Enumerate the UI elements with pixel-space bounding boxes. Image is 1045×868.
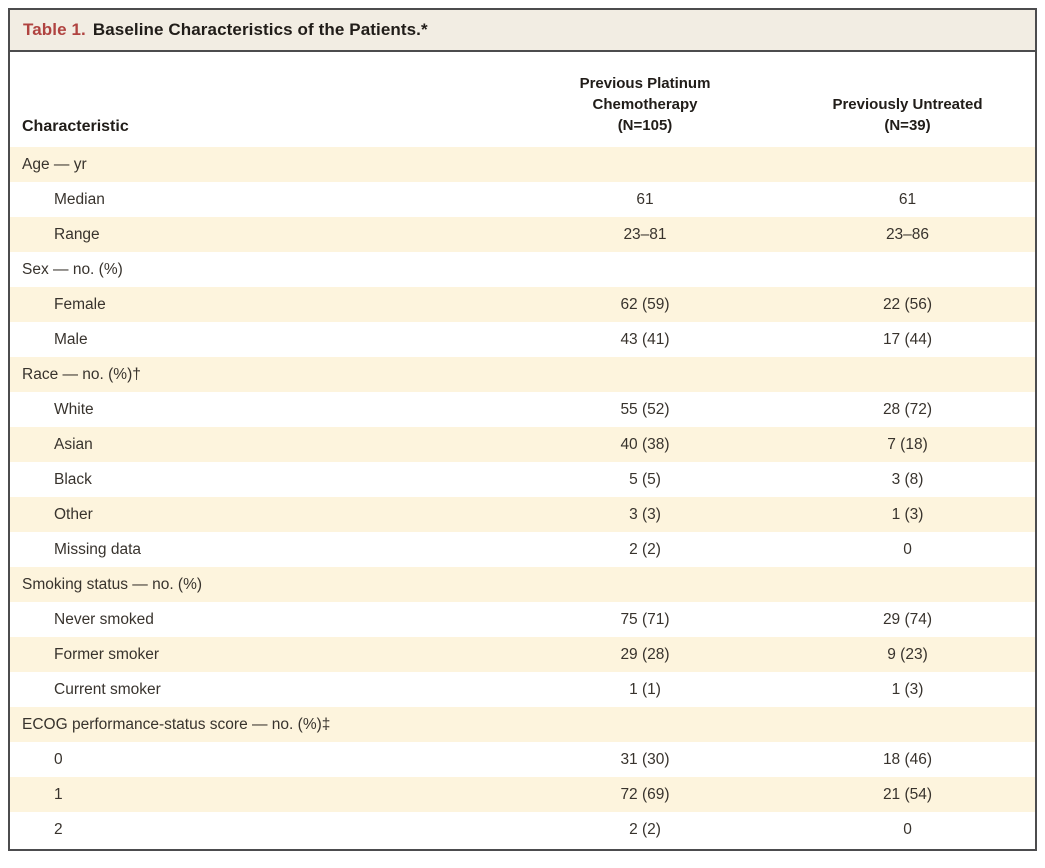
table-title: Baseline Characteristics of the Patients… — [92, 20, 428, 39]
row-label: White — [54, 401, 94, 418]
row-label: Sex — no. (%) — [22, 261, 123, 278]
column-header-previous-platinum: Previous Platinum Chemotherapy (N=105) — [510, 73, 780, 136]
value-previously-untreated — [780, 357, 1035, 392]
value-previous-platinum: 72 (69) — [620, 786, 670, 803]
value-previous-platinum — [510, 567, 780, 602]
value-previously-untreated: 1 (3) — [891, 681, 924, 698]
column-header-line: (N=39) — [884, 117, 931, 134]
value-previous-platinum: 55 (52) — [620, 401, 670, 418]
column-header-line: Previous Platinum — [579, 75, 711, 92]
table-row: Race — no. (%)† — [10, 357, 1035, 392]
table-row: Female 62 (59) 22 (56) — [10, 287, 1035, 322]
value-previously-untreated: 7 (18) — [887, 436, 928, 453]
row-label: Male — [54, 331, 88, 348]
table-row: 0 31 (30) 18 (46) — [10, 742, 1035, 777]
value-previous-platinum: 29 (28) — [620, 646, 670, 663]
table-row: Missing data 2 (2) 0 — [10, 532, 1035, 567]
row-label: Missing data — [54, 541, 142, 558]
table-title-bar: Table 1. Baseline Characteristics of the… — [10, 10, 1035, 52]
baseline-characteristics-table: Table 1. Baseline Characteristics of the… — [8, 8, 1037, 851]
value-previous-platinum: 61 — [636, 191, 654, 208]
value-previously-untreated: 28 (72) — [882, 401, 933, 418]
value-previously-untreated: 29 (74) — [882, 611, 933, 628]
value-previously-untreated — [780, 147, 1035, 182]
value-previously-untreated: 0 — [903, 541, 912, 558]
value-previously-untreated: 23–86 — [885, 226, 930, 243]
table-row: Asian 40 (38) 7 (18) — [10, 427, 1035, 462]
table-row: Range 23–81 23–86 — [10, 217, 1035, 252]
value-previous-platinum: 62 (59) — [620, 296, 670, 313]
row-label: Range — [54, 226, 100, 243]
value-previously-untreated: 22 (56) — [882, 296, 933, 313]
value-previously-untreated: 18 (46) — [882, 751, 933, 768]
table-row: 1 72 (69) 21 (54) — [10, 777, 1035, 812]
column-header-line: Previously Untreated — [832, 96, 983, 113]
value-previously-untreated: 61 — [898, 191, 917, 208]
table-row: Sex — no. (%) — [10, 252, 1035, 287]
table-row: 2 2 (2) 0 — [10, 812, 1035, 847]
table-header-row: Characteristic Previous Platinum Chemoth… — [10, 52, 1035, 147]
table-number: Table 1. — [23, 20, 86, 39]
value-previously-untreated: 21 (54) — [882, 786, 933, 803]
row-label: 2 — [54, 821, 63, 838]
value-previously-untreated: 0 — [903, 821, 912, 838]
value-previous-platinum — [510, 357, 780, 392]
row-label: 1 — [54, 786, 63, 803]
table-row: ECOG performance-status score — no. (%)‡ — [10, 707, 1035, 742]
row-label: Other — [54, 506, 93, 523]
value-previously-untreated: 17 (44) — [882, 331, 933, 348]
value-previously-untreated — [780, 707, 1035, 742]
value-previous-platinum: 75 (71) — [620, 611, 670, 628]
value-previous-platinum: 5 (5) — [629, 471, 661, 488]
table-row: Age — yr — [10, 147, 1035, 182]
table-row: Black 5 (5) 3 (8) — [10, 462, 1035, 497]
value-previous-platinum: 43 (41) — [620, 331, 670, 348]
value-previous-platinum: 31 (30) — [620, 751, 670, 768]
table-row: Current smoker 1 (1) 1 (3) — [10, 672, 1035, 707]
table-row: White 55 (52) 28 (72) — [10, 392, 1035, 427]
value-previously-untreated: 3 (8) — [891, 471, 924, 488]
value-previously-untreated — [780, 252, 1035, 287]
value-previous-platinum: 2 (2) — [629, 821, 661, 838]
row-label: Current smoker — [54, 681, 161, 698]
row-label: 0 — [54, 751, 63, 768]
row-label: Smoking status — no. (%) — [22, 576, 203, 593]
value-previous-platinum: 2 (2) — [629, 541, 661, 558]
value-previous-platinum: 40 (38) — [620, 436, 670, 453]
value-previously-untreated — [780, 567, 1035, 602]
row-label: Race — no. (%)† — [22, 366, 141, 383]
row-label: Asian — [54, 436, 93, 453]
column-header-characteristic: Characteristic — [22, 118, 129, 135]
row-label: Black — [54, 471, 92, 488]
row-label: Female — [54, 296, 106, 313]
table-rows: Age — yr Median 61 61 Range 23–81 23–86 Sex — n… — [10, 147, 1035, 847]
row-label: Never smoked — [54, 611, 154, 628]
table-row: Smoking status — no. (%) — [10, 567, 1035, 602]
table-row: Former smoker 29 (28) 9 (23) — [10, 637, 1035, 672]
row-label: Age — yr — [22, 156, 87, 173]
value-previously-untreated: 1 (3) — [891, 506, 924, 523]
row-label: Median — [54, 191, 105, 208]
value-previous-platinum: 3 (3) — [629, 506, 661, 523]
table-row: Male 43 (41) 17 (44) — [10, 322, 1035, 357]
value-previously-untreated: 9 (23) — [887, 646, 928, 663]
column-header-line: (N=105) — [617, 117, 673, 134]
row-label: ECOG performance-status score — no. (%)‡ — [22, 716, 331, 733]
value-previous-platinum — [510, 252, 780, 287]
value-previous-platinum — [510, 147, 780, 182]
table-row: Other 3 (3) 1 (3) — [10, 497, 1035, 532]
table-row: Median 61 61 — [10, 182, 1035, 217]
table-row: Never smoked 75 (71) 29 (74) — [10, 602, 1035, 637]
column-header-previously-untreated: Previously Untreated (N=39) — [780, 94, 1035, 136]
row-label: Former smoker — [54, 646, 160, 663]
value-previous-platinum: 23–81 — [623, 226, 667, 243]
value-previous-platinum — [510, 707, 780, 742]
column-header-line: Chemotherapy — [592, 96, 698, 113]
value-previous-platinum: 1 (1) — [629, 681, 661, 698]
